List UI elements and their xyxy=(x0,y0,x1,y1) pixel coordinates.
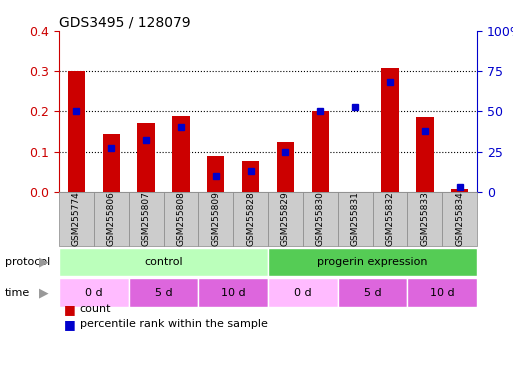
Text: 0 d: 0 d xyxy=(85,288,103,298)
Bar xyxy=(303,192,338,246)
Text: GSM255828: GSM255828 xyxy=(246,192,255,246)
Text: GSM255830: GSM255830 xyxy=(316,192,325,246)
Bar xyxy=(233,192,268,246)
Bar xyxy=(311,111,329,192)
Bar xyxy=(442,192,477,246)
Text: 0 d: 0 d xyxy=(294,288,312,298)
Bar xyxy=(164,192,199,246)
Text: time: time xyxy=(5,288,30,298)
Bar xyxy=(372,192,407,246)
Text: count: count xyxy=(80,304,111,314)
Text: 5 d: 5 d xyxy=(364,288,381,298)
Text: ■: ■ xyxy=(64,318,76,331)
Text: GSM255833: GSM255833 xyxy=(420,192,429,246)
Bar xyxy=(137,122,155,192)
Bar xyxy=(172,116,190,192)
Text: GSM255832: GSM255832 xyxy=(385,192,394,246)
Text: 10 d: 10 d xyxy=(221,288,246,298)
Text: GSM255774: GSM255774 xyxy=(72,192,81,246)
Text: percentile rank within the sample: percentile rank within the sample xyxy=(80,319,267,329)
Bar xyxy=(451,189,468,192)
Bar xyxy=(268,278,338,307)
Bar xyxy=(381,68,399,192)
Bar xyxy=(59,192,94,246)
Bar xyxy=(268,248,477,276)
Text: GSM255808: GSM255808 xyxy=(176,192,185,246)
Text: GSM255809: GSM255809 xyxy=(211,192,220,246)
Text: 5 d: 5 d xyxy=(155,288,172,298)
Bar xyxy=(416,118,433,192)
Text: GSM255829: GSM255829 xyxy=(281,192,290,246)
Bar xyxy=(207,156,225,192)
Text: control: control xyxy=(144,257,183,267)
Text: GSM255831: GSM255831 xyxy=(351,192,360,246)
Bar xyxy=(268,192,303,246)
Bar xyxy=(59,248,268,276)
Text: GSM255806: GSM255806 xyxy=(107,192,116,246)
Bar xyxy=(338,278,407,307)
Bar xyxy=(68,71,85,192)
Text: protocol: protocol xyxy=(5,257,50,267)
Bar xyxy=(94,192,129,246)
Bar xyxy=(199,278,268,307)
Bar xyxy=(59,278,129,307)
Text: ▶: ▶ xyxy=(39,256,49,268)
Text: ■: ■ xyxy=(64,303,76,316)
Bar xyxy=(242,161,260,192)
Text: GSM255807: GSM255807 xyxy=(142,192,151,246)
Bar xyxy=(129,192,164,246)
Text: ▶: ▶ xyxy=(39,286,49,299)
Text: 10 d: 10 d xyxy=(430,288,455,298)
Bar xyxy=(199,192,233,246)
Bar xyxy=(277,142,294,192)
Text: GSM255834: GSM255834 xyxy=(455,192,464,246)
Bar xyxy=(103,134,120,192)
Bar xyxy=(407,278,477,307)
Text: GDS3495 / 128079: GDS3495 / 128079 xyxy=(59,16,191,30)
Bar xyxy=(129,278,199,307)
Text: progerin expression: progerin expression xyxy=(318,257,428,267)
Bar xyxy=(338,192,372,246)
Bar xyxy=(407,192,442,246)
